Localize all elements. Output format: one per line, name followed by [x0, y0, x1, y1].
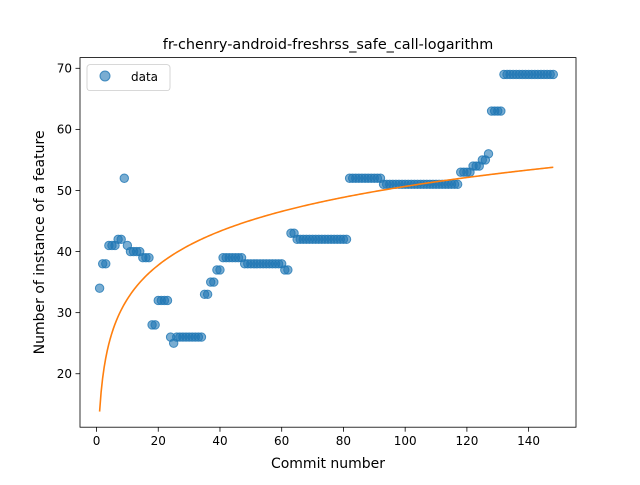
x-tick-label: 80	[336, 434, 351, 448]
y-tick-label: 60	[57, 123, 72, 137]
x-tick-label: 60	[274, 434, 289, 448]
y-axis-ticks: 20 30 40 50 60 70	[57, 62, 80, 381]
data-point	[215, 265, 225, 275]
data-point	[196, 332, 207, 342]
data-point	[202, 289, 213, 300]
data-point	[496, 106, 506, 116]
x-tick-label: 140	[517, 434, 540, 448]
y-tick-label: 50	[57, 184, 72, 198]
data-point	[209, 277, 219, 287]
data-point	[116, 234, 126, 245]
x-axis-label: Commit number	[271, 456, 385, 472]
data-point	[101, 259, 111, 269]
fit-curve	[98, 166, 554, 412]
y-tick-label: 70	[57, 62, 72, 76]
data-point	[452, 179, 463, 190]
axes-frame	[79, 57, 577, 428]
axes-border	[79, 57, 577, 428]
x-tick-label: 120	[455, 434, 478, 448]
x-tick-label: 0	[93, 434, 101, 448]
x-tick-label: 100	[394, 434, 417, 448]
chart-title: fr-chenry-android-freshrss_safe_call-log…	[163, 37, 494, 53]
y-tick-label: 30	[57, 306, 72, 320]
data-point	[144, 252, 154, 263]
legend-label-data: data	[131, 70, 158, 84]
x-axis-ticks: 0 20 40 60 80 100 120 140	[93, 427, 540, 448]
data-point	[162, 295, 173, 306]
data-point	[283, 265, 293, 275]
data-point	[119, 173, 129, 183]
legend: data	[86, 64, 171, 91]
plot-content	[94, 69, 559, 412]
x-tick-label: 40	[212, 434, 227, 448]
legend-box	[86, 64, 171, 91]
data-point	[483, 149, 494, 159]
data-point	[94, 283, 105, 293]
x-tick-label: 20	[151, 434, 166, 448]
data-point	[341, 234, 352, 245]
legend-marker-data	[99, 70, 111, 82]
y-axis-label: Number of instance of a feature	[32, 130, 48, 354]
y-tick-label: 40	[57, 245, 72, 259]
data-point	[548, 69, 559, 80]
y-tick-label: 20	[57, 367, 72, 381]
data-point	[150, 320, 160, 330]
